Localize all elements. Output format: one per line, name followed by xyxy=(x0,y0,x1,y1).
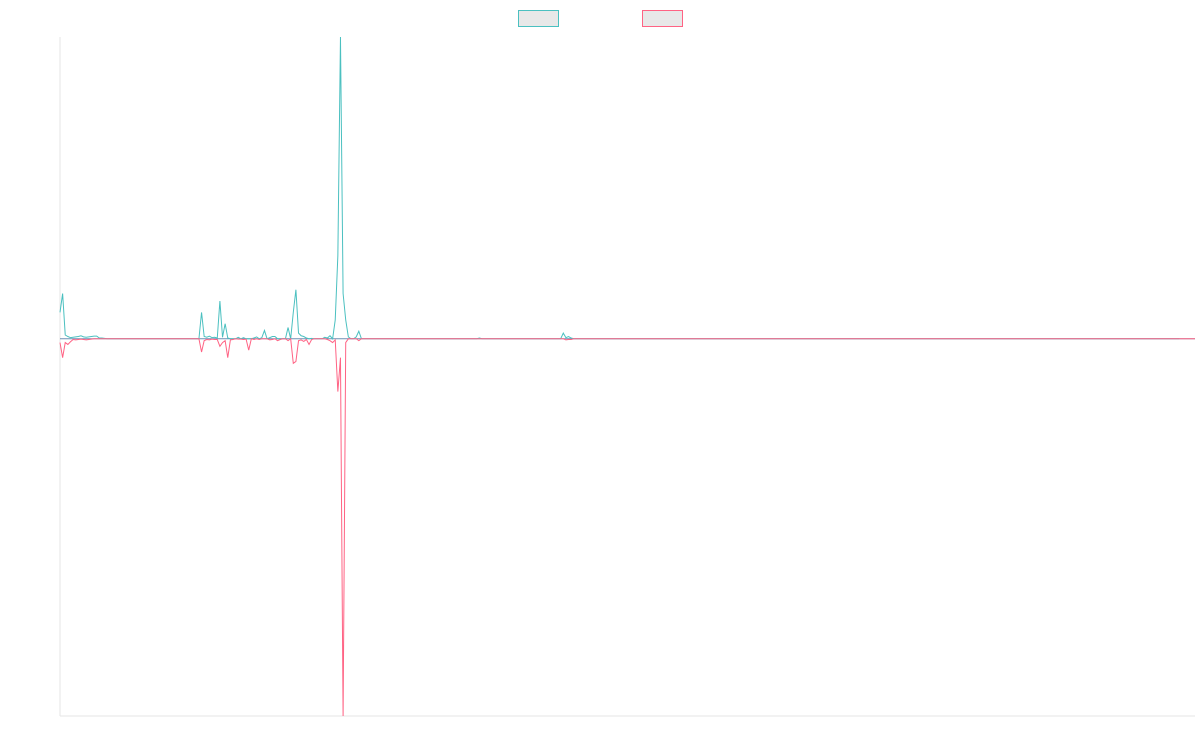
legend-item-1[interactable] xyxy=(518,10,559,27)
axes xyxy=(59,37,1195,717)
legend xyxy=(518,10,683,27)
legend-swatch-1[interactable] xyxy=(518,10,559,27)
series-line-2 xyxy=(59,337,1195,717)
legend-item-2[interactable] xyxy=(642,10,683,27)
series-line-1 xyxy=(59,36,1180,340)
legend-swatch-2[interactable] xyxy=(642,10,683,27)
series-layer xyxy=(59,36,1195,717)
